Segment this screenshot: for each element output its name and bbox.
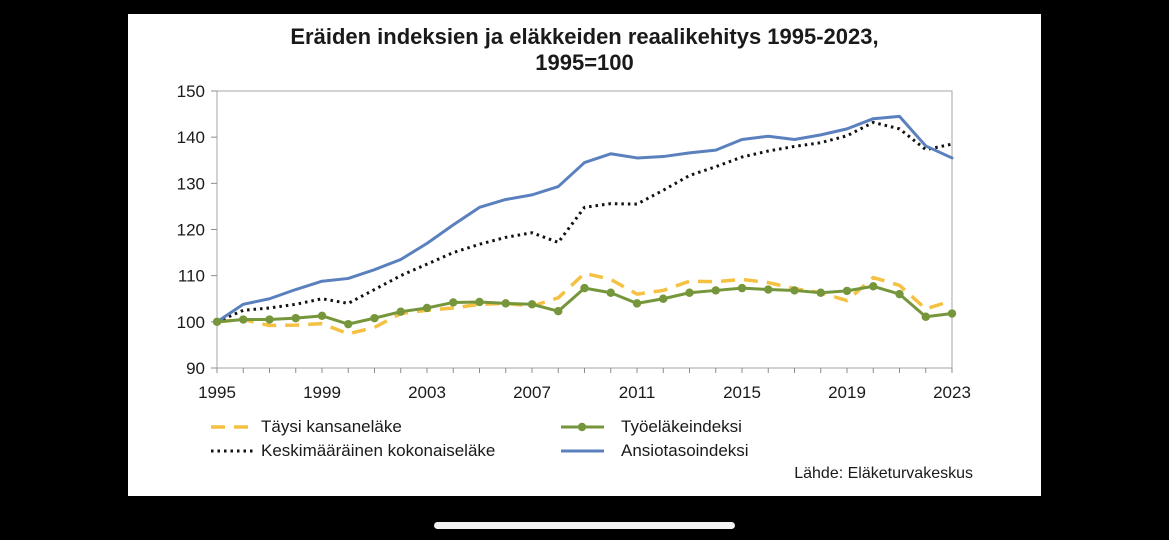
legend-label-ansiotasoindeksi: Ansiotasoindeksi [621,441,749,460]
chart-subtitle: 1995=100 [535,50,634,75]
y-tick-label: 120 [177,221,205,240]
legend-label-tyoelakeindeksi: Työeläkeindeksi [621,417,742,436]
series-line-keskimaarainen-kokonaiselake [216,120,953,324]
data-point-tyoelakeindeksi [632,299,642,308]
data-point-tyoelakeindeksi [842,286,852,296]
series-line-taysi-kansanelake [216,271,953,336]
x-tick-label: 2023 [933,383,971,402]
data-point-tyoelakeindeksi [554,307,563,316]
data-point-tyoelakeindeksi [317,311,327,321]
chart-card: Eräiden indeksien ja eläkkeiden reaalike… [128,14,1041,496]
x-tick-label: 2019 [828,383,866,402]
data-point-tyoelakeindeksi [422,303,432,313]
line-chart: 90 100 110 120 130 140 150 1995 1999 2003 2007 2011… [177,82,971,453]
x-tick-label: 1999 [303,383,341,402]
data-point-tyoelakeindeksi [212,317,222,327]
y-tick-label: 100 [177,313,205,332]
x-tick-label: 2007 [513,383,551,402]
data-point-tyoelakeindeksi [869,282,878,291]
data-point-tyoelakeindeksi [265,315,274,324]
data-point-tyoelakeindeksi [711,286,720,295]
x-tick-label: 2011 [619,383,656,402]
home-indicator[interactable] [434,522,735,529]
data-point-tyoelakeindeksi [239,315,248,324]
plot-area [216,90,953,369]
data-point-tyoelakeindeksi [449,298,458,307]
data-point-tyoelakeindeksi [921,312,930,321]
x-tick-label: 2015 [723,383,761,402]
data-point-tyoelakeindeksi [895,289,904,299]
data-point-tyoelakeindeksi [606,288,615,297]
x-tick-label: 1995 [198,383,236,402]
series-line-ansiotasoindeksi [215,114,954,324]
data-point-tyoelakeindeksi [291,313,300,323]
legend-label-keskimaarainen-kokonaiselake: Keskimääräinen kokonaiseläke [261,441,496,460]
data-point-tyoelakeindeksi [947,309,957,318]
data-point-tyoelakeindeksi [580,283,589,293]
source-note: Lähde: Eläketurvakeskus [794,465,973,482]
data-point-tyoelakeindeksi [764,285,773,294]
data-point-tyoelakeindeksi [370,313,379,323]
y-tick-label: 110 [178,267,205,286]
data-point-tyoelakeindeksi [685,288,694,297]
data-point-tyoelakeindeksi [527,300,537,309]
x-tick-label: 2003 [408,383,446,402]
data-point-tyoelakeindeksi [396,307,405,316]
data-point-tyoelakeindeksi [737,283,747,293]
legend-label-taysi-kansanelake: Täysi kansaneläke [261,417,402,436]
data-point-tyoelakeindeksi [816,288,825,297]
y-tick-label: 90 [186,359,205,378]
data-point-tyoelakeindeksi [475,297,484,307]
chart-title: Eräiden indeksien ja eläkkeiden reaalike… [290,24,879,49]
y-tick-label: 130 [177,174,205,193]
y-tick-label: 140 [177,128,205,147]
data-point-tyoelakeindeksi [790,286,799,295]
legend-marker [577,422,587,432]
data-point-tyoelakeindeksi [659,294,668,303]
data-point-tyoelakeindeksi [344,319,353,329]
data-point-tyoelakeindeksi [501,299,510,308]
y-tick-label: 150 [177,82,205,101]
